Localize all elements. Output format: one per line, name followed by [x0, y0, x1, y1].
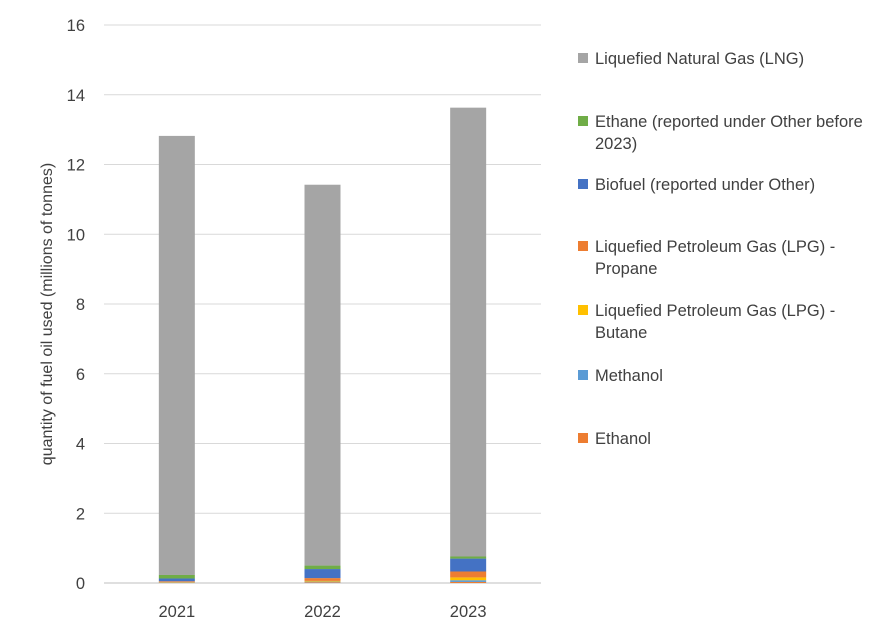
legend-label: Liquefied Petroleum Gas (LPG) - Butane: [595, 302, 836, 342]
legend-item: Ethanol: [578, 428, 865, 450]
bar-segment: [450, 556, 487, 559]
legend-label: Methanol: [595, 367, 663, 385]
y-tick-label: 4: [76, 436, 85, 454]
legend-swatch: [578, 370, 588, 380]
bar-segment: [450, 580, 487, 582]
bar-segment: [304, 565, 341, 570]
y-tick-label: 2: [76, 505, 85, 523]
bar-segment: [304, 569, 341, 579]
bar-segment: [304, 582, 341, 583]
legend-swatch: [578, 116, 588, 126]
bar-segment: [450, 577, 487, 581]
y-tick-label: 12: [67, 157, 85, 175]
bar-segment: [158, 578, 195, 582]
bar-segment: [304, 580, 341, 582]
legend-swatch: [578, 433, 588, 443]
legend-item: Liquefied Petroleum Gas (LPG) - Butane: [578, 300, 865, 344]
legend-swatch: [578, 241, 588, 251]
bar-segment: [158, 135, 195, 575]
bar-segment: [450, 571, 487, 578]
x-axis-ticks: 2021 2022 2023: [158, 603, 486, 621]
y-tick-label: 8: [76, 296, 85, 314]
bar-segment: [304, 184, 341, 566]
legend-label: Ethanol: [595, 430, 651, 448]
bar-segment: [158, 581, 195, 582]
bar-segment: [450, 558, 487, 572]
bar-segment: [450, 107, 487, 557]
y-tick-label: 6: [76, 366, 85, 384]
legend-label: Biofuel (reported under Other): [595, 176, 816, 194]
y-axis-ticks: 0 2 4 6 8 10 12 14 16: [67, 17, 85, 593]
x-tick-label: 2021: [158, 603, 195, 621]
bars: [158, 107, 487, 583]
legend-label: Liquefied Petroleum Gas (LPG) - Propane: [595, 238, 836, 278]
legend-swatch: [578, 305, 588, 315]
x-tick-label: 2023: [450, 603, 487, 621]
legend-label: Ethane (reported under Other before 2023…: [595, 113, 863, 153]
bar-segment: [158, 574, 195, 579]
y-tick-label: 14: [67, 87, 85, 105]
legend-item: Biofuel (reported under Other): [578, 174, 865, 196]
legend-swatch: [578, 179, 588, 189]
x-tick-label: 2022: [304, 603, 341, 621]
legend-item: Liquefied Natural Gas (LNG): [578, 48, 865, 70]
y-tick-label: 10: [67, 226, 85, 244]
legend-item: Ethane (reported under Other before 2023…: [578, 111, 865, 155]
bar-segment: [304, 578, 341, 581]
y-tick-label: 16: [67, 17, 85, 35]
y-tick-label: 0: [76, 575, 85, 593]
legend-label: Liquefied Natural Gas (LNG): [595, 50, 805, 68]
bar-segment: [450, 581, 487, 583]
legend-item: Methanol: [578, 365, 865, 387]
legend-swatch: [578, 53, 588, 63]
legend-item: Liquefied Petroleum Gas (LPG) - Propane: [578, 236, 865, 280]
bar-segment: [304, 581, 341, 583]
y-axis-label: quantity of fuel oil used (millions of t…: [39, 163, 56, 465]
